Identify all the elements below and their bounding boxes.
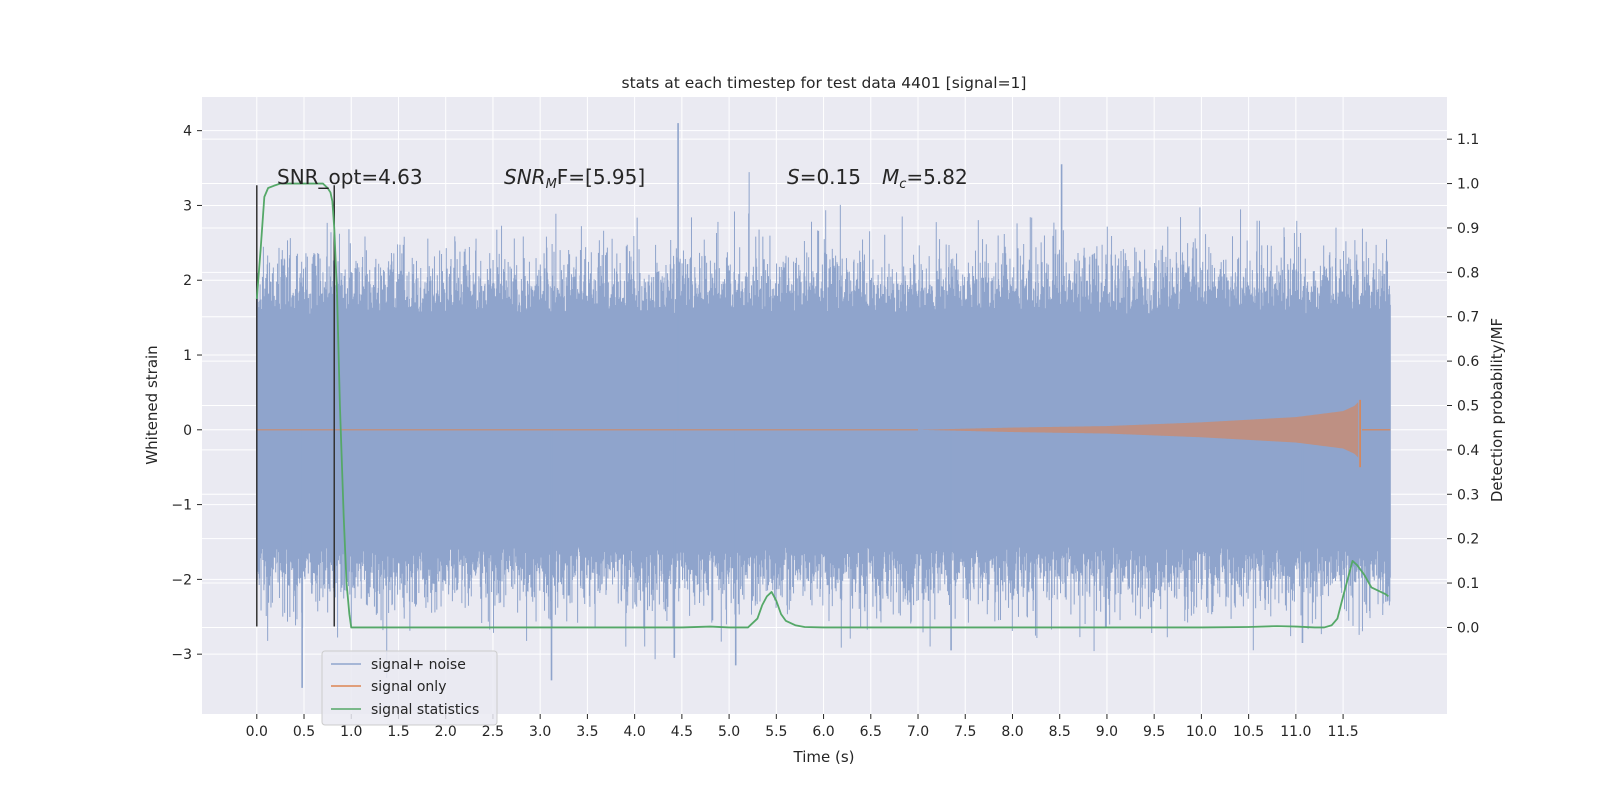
x-tick-label: 0.0 [246,724,268,740]
y2-tick-label: 0.3 [1457,487,1479,503]
x-tick-label: 11.0 [1280,724,1311,740]
y2-tick-label: 1.0 [1457,177,1479,193]
chart-title: stats at each timestep for test data 440… [622,74,1027,92]
x-tick-label: 9.5 [1143,724,1165,740]
y-axis-title: Whitened strain [143,345,161,464]
snr-mf-sub: M [546,177,557,192]
y2-tick-label: 0.4 [1457,443,1479,459]
x-axis: 0.0 0.5 1.0 1.5 2.0 2.5 3.0 3.5 4.0 4.5 5.0 5.5 6.0 6… [246,714,1359,740]
x-tick-label: 7.0 [907,724,929,740]
x-tick-label: 1.0 [340,724,362,740]
noise-peaks [301,123,1304,688]
signal-only-series [256,399,1391,468]
signal-statistics-series [255,182,1389,629]
y-tick-label: 3 [183,198,192,214]
snr-mf-rest: F=[5.95] [557,165,645,189]
signal-chirp-envelope [918,402,1359,458]
x-tick-label: 5.0 [718,724,740,740]
x-tick-label: 10.0 [1186,724,1217,740]
x-tick-label: 2.0 [435,724,457,740]
legend: signal+ noise signal only signal statist… [321,650,498,726]
y-axis-right: 0.0 0.1 0.2 0.3 0.4 0.5 0.6 0.7 0.8 0.9 1.0 1.1 [1447,132,1479,636]
x-tick-label: 1.5 [387,724,409,740]
x-tick-label: 2.5 [482,724,504,740]
y2-tick-label: 0.0 [1457,620,1479,636]
y2-tick-label: 0.8 [1457,265,1479,281]
legend-box [321,650,498,726]
x-tick-label: 5.5 [765,724,787,740]
s-label: S [787,165,800,189]
y-tick-label: 2 [183,273,192,289]
x-tick-label: 6.0 [812,724,834,740]
x-tick-label: 0.5 [293,724,315,740]
x-tick-label: 6.5 [860,724,882,740]
x-tick-label: 4.0 [623,724,645,740]
y2-tick-label: 0.1 [1457,576,1479,592]
y-tick-label: −1 [171,498,192,514]
y2-tick-label: 0.7 [1457,310,1479,326]
x-tick-label: 8.0 [1001,724,1023,740]
mc-value: =5.82 [906,165,967,189]
y-axis-left: −3 −2 −1 0 1 2 3 4 [171,124,202,663]
annotation-snr-opt: SNR_opt=4.63 [277,165,423,189]
y-tick-label: −3 [171,647,192,663]
y2-tick-label: 0.5 [1457,399,1479,415]
y2-tick-label: 0.9 [1457,221,1479,237]
annotation-s: S=0.15 [787,165,861,189]
x-tick-label: 8.5 [1049,724,1071,740]
y-tick-label: 0 [183,423,192,439]
x-tick-label: 7.5 [954,724,976,740]
y2-axis-title: Detection probability/MF [1488,318,1506,502]
x-tick-label: 10.5 [1233,724,1264,740]
y2-tick-label: 0.6 [1457,354,1479,370]
y2-tick-label: 0.2 [1457,532,1479,548]
y-tick-label: 1 [183,348,192,364]
legend-label-signal-noise: signal+ noise [371,657,466,673]
x-tick-label: 3.0 [529,724,551,740]
y2-tick-label: 1.1 [1457,132,1479,148]
annotation-mc: Mc=5.82 [882,165,968,192]
snr-mf-label: SNR [504,165,546,189]
mc-label: M [882,165,899,189]
statistics-line [255,182,1389,629]
legend-label-signal-statistics: signal statistics [371,702,479,718]
annotation-snr-mf: SNRMF=[5.95] [504,165,645,192]
y-tick-label: −2 [171,572,192,588]
mc-sub: c [899,177,906,192]
marker-lines [256,185,335,627]
x-axis-title: Time (s) [793,748,855,766]
x-tick-label: 4.5 [671,724,693,740]
legend-label-signal-only: signal only [371,679,446,695]
s-value: =0.15 [800,165,861,189]
y-tick-label: 4 [183,124,192,140]
x-tick-label: 3.5 [576,724,598,740]
x-tick-label: 9.0 [1096,724,1118,740]
x-tick-label: 11.5 [1328,724,1359,740]
